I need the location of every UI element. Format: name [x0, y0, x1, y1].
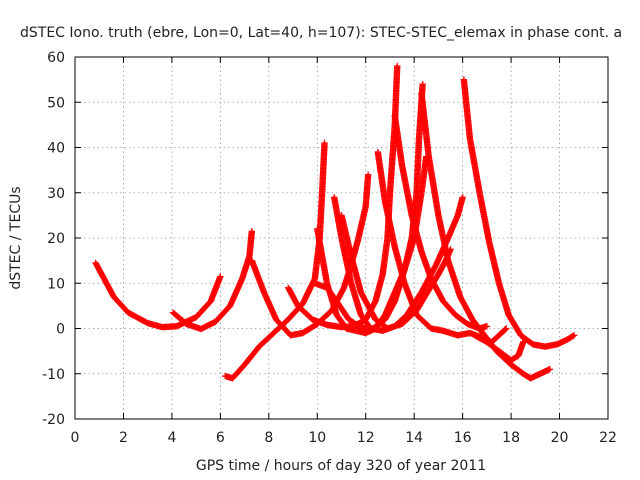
series-11 — [391, 112, 491, 332]
data-point — [459, 194, 466, 201]
y-tick-label: 10 — [47, 276, 65, 292]
series-7 — [314, 153, 430, 337]
x-tick-label: 4 — [167, 430, 176, 446]
x-axis-label: GPS time / hours of day 320 of year 2011 — [196, 458, 486, 474]
y-tick-label: 20 — [47, 231, 65, 247]
series-4 — [248, 171, 372, 339]
y-tick-label: 30 — [47, 186, 65, 202]
x-tick-label: 8 — [264, 430, 273, 446]
data-point — [570, 332, 578, 339]
series-2 — [169, 228, 256, 333]
series-10 — [374, 148, 510, 346]
series-9 — [338, 212, 454, 332]
data-point — [483, 323, 491, 330]
plot-frame — [74, 56, 609, 420]
data-point — [394, 62, 401, 70]
x-tick-label: 18 — [502, 430, 520, 446]
data-point — [321, 139, 328, 147]
series-1 — [92, 259, 224, 331]
x-tick-label: 2 — [119, 430, 128, 446]
x-tick-label: 6 — [216, 430, 225, 446]
y-tick-label: 60 — [47, 50, 65, 66]
series-3 — [222, 139, 328, 382]
data-point — [217, 273, 224, 280]
data-point — [419, 80, 426, 88]
y-axis-label: dSTEC / TECUs — [8, 186, 24, 289]
x-tick-label: 0 — [71, 430, 80, 446]
y-tick-label: -20 — [42, 412, 65, 428]
series-13 — [460, 76, 578, 350]
y-tick-label: 0 — [56, 322, 65, 338]
y-tick-label: -10 — [42, 367, 65, 383]
x-tick-label: 12 — [357, 430, 375, 446]
data-point — [546, 366, 554, 373]
series-14 — [471, 332, 527, 364]
chart-ticks: 0 2 4 6 8 10 12 14 16 18 20 22 -20 -10 0 10 20 30 40 50 60 — [42, 50, 617, 446]
data-point — [248, 228, 256, 235]
x-tick-label: 16 — [454, 430, 472, 446]
data-point — [520, 338, 527, 346]
x-tick-label: 22 — [599, 430, 617, 446]
x-tick-label: 14 — [405, 430, 423, 446]
y-tick-label: 40 — [47, 141, 65, 157]
data-point — [364, 171, 372, 178]
y-tick-label: 50 — [47, 95, 65, 111]
x-tick-label: 10 — [308, 430, 326, 446]
chart-title: dSTEC Iono. truth (ebre, Lon=0, Lat=40, … — [20, 25, 622, 41]
x-tick-label: 20 — [551, 430, 569, 446]
data-point — [502, 326, 509, 333]
chart-marks — [92, 62, 578, 382]
data-point — [503, 325, 510, 332]
